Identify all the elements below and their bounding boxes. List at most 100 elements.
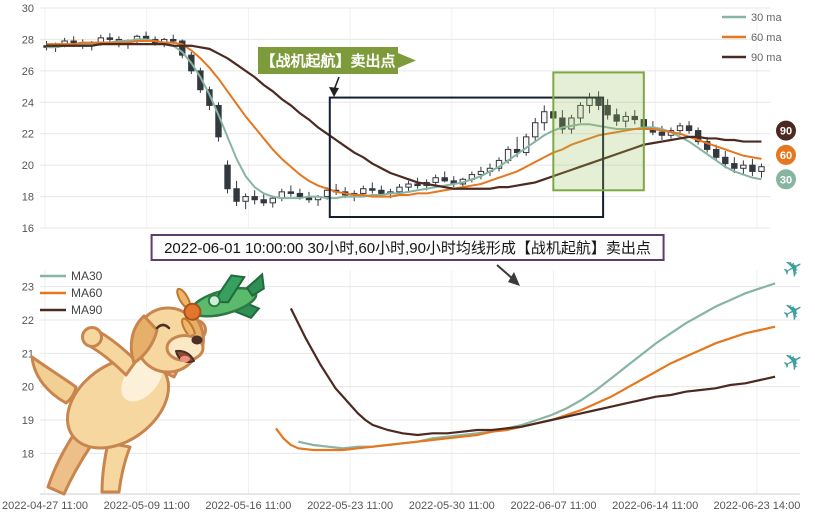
x-axis-label: 2022-05-16 11:00 <box>205 500 291 512</box>
candlestick <box>522 136 530 154</box>
candlestick <box>251 196 258 201</box>
y-axis-tick: 20 <box>22 382 34 394</box>
candlestick <box>749 164 756 172</box>
candlestick <box>405 183 412 188</box>
candlestick <box>233 188 240 202</box>
candlestick <box>568 117 575 130</box>
candlestick <box>106 37 114 40</box>
candlestick <box>369 188 376 191</box>
candlestick <box>269 197 276 204</box>
candlestick <box>396 186 403 193</box>
y-axis-tick: 24 <box>22 97 34 109</box>
legend-item-60ma[interactable]: 60 ma <box>722 32 782 44</box>
dog-paw <box>81 326 103 348</box>
legend-item-MA90[interactable]: MA90 <box>40 303 103 317</box>
y-axis-tick: 16 <box>22 223 34 235</box>
sell-zone-box <box>328 96 605 218</box>
banner-arrow-line <box>496 264 514 280</box>
candlestick <box>622 115 629 122</box>
badge-label: 30 <box>780 174 792 186</box>
legend-label: MA60 <box>71 286 103 300</box>
candlestick <box>170 38 177 42</box>
ma-badge-60: 60 <box>774 142 798 167</box>
y-axis-tick: 20 <box>22 160 34 172</box>
airplane-icon: ✈ <box>778 262 808 286</box>
ma60-line <box>46 40 762 198</box>
candlestick <box>260 199 267 204</box>
plane-cockpit <box>207 294 221 308</box>
candlestick <box>577 104 584 119</box>
x-axis-label: 2022-05-23 11:00 <box>307 500 393 512</box>
candlestick <box>287 191 295 194</box>
candlestick <box>441 177 448 182</box>
y-axis-tick: 26 <box>22 66 34 78</box>
dog-nose <box>191 335 203 345</box>
x-axis-label: 2022-06-14 11:00 <box>612 500 698 512</box>
plane-wing <box>211 274 246 304</box>
x-axis-label: 2022-06-07 11:00 <box>510 500 596 512</box>
candlestick <box>206 89 213 106</box>
x-axis-label: 2022-06-23 14:00 <box>713 500 800 512</box>
plane-tail <box>245 272 265 298</box>
callout-text: 【战机起航】卖出点 <box>260 52 395 70</box>
dog-tongue <box>180 355 190 363</box>
ma90-line <box>289 307 776 437</box>
callout-arrow <box>329 87 339 97</box>
legend-label: 30 ma <box>751 12 782 24</box>
legend-label: 60 ma <box>751 32 782 44</box>
candlestick <box>477 170 485 176</box>
y-axis-tick: 18 <box>22 192 34 204</box>
badge-circle <box>774 142 798 167</box>
x-axis-label: 2022-05-09 11:00 <box>104 500 190 512</box>
candlestick <box>513 148 521 154</box>
legend-item-MA60[interactable]: MA60 <box>40 286 103 300</box>
candlestick <box>242 196 249 202</box>
candlestick <box>604 104 611 116</box>
candlestick <box>532 122 539 138</box>
badge-label: 60 <box>780 150 792 162</box>
ma60-line <box>275 325 776 452</box>
badge-circle <box>774 118 798 143</box>
candlestick <box>559 117 566 130</box>
candlestick <box>378 189 385 194</box>
candlestick <box>731 163 738 169</box>
ma-badge-30: 30 <box>774 167 798 192</box>
y-axis-tick: 18 <box>22 448 34 460</box>
candlestick <box>613 114 620 122</box>
candlestick <box>541 111 548 124</box>
legend-label: MA30 <box>71 269 103 283</box>
dog-eye <box>155 323 171 330</box>
badge-label: 90 <box>780 126 792 138</box>
dog-ear <box>129 314 159 365</box>
toy-plane-illustration <box>176 272 265 334</box>
candlestick <box>703 141 711 150</box>
y-axis-tick: 22 <box>22 315 34 327</box>
candlestick <box>414 183 421 187</box>
highlight-box <box>552 71 645 192</box>
badge-circle <box>774 167 798 192</box>
dog-body <box>30 306 207 496</box>
airplane-icon: ✈ <box>778 346 808 379</box>
legend-item-MA30[interactable]: MA30 <box>40 269 103 283</box>
candlestick <box>360 188 367 194</box>
candlestick <box>685 125 693 132</box>
candlestick <box>676 125 684 132</box>
candlestick <box>758 166 765 172</box>
y-axis-tick: 30 <box>22 3 34 15</box>
x-axis-label: 2022-05-30 11:00 <box>409 500 495 512</box>
legend-item-30ma[interactable]: 30 ma <box>722 12 782 24</box>
toy-plane <box>176 272 265 334</box>
dog-illustration <box>30 306 207 496</box>
y-axis-tick: 19 <box>22 415 34 427</box>
plane-nose <box>183 302 202 321</box>
candlestick <box>224 164 231 190</box>
candlestick <box>658 131 666 136</box>
candlestick <box>70 40 77 44</box>
dog-tail <box>30 355 78 405</box>
candlestick <box>179 40 186 56</box>
dog-hind-leg <box>100 441 132 494</box>
legend-item-90ma[interactable]: 90 ma <box>722 52 782 64</box>
legend-label: MA90 <box>71 303 103 317</box>
candlestick <box>432 177 439 183</box>
ma-badge-90: 90 <box>774 118 798 143</box>
